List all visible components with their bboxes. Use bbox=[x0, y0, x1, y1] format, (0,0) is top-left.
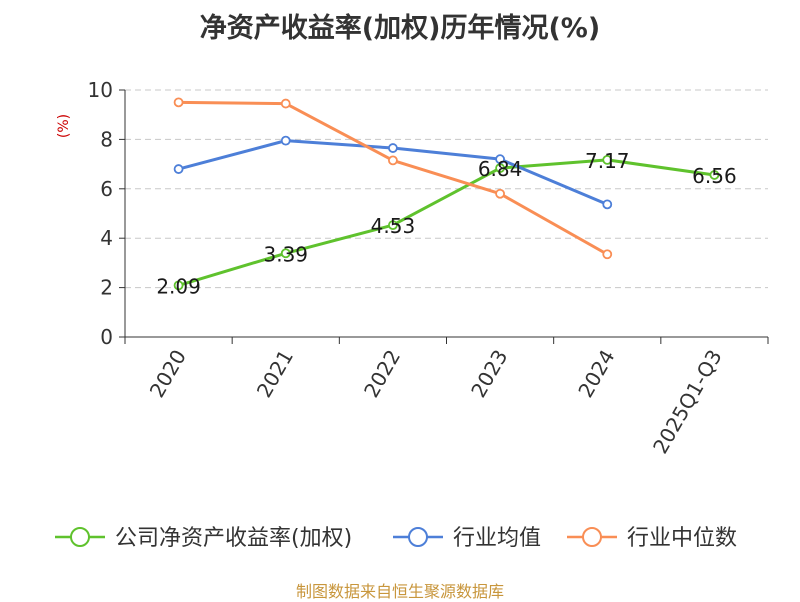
series-layer bbox=[173, 97, 720, 291]
y-axis-label: (%) bbox=[56, 114, 72, 138]
data-point bbox=[709, 170, 720, 180]
data-point bbox=[280, 248, 291, 259]
y-tick-label: 4 bbox=[100, 226, 113, 250]
legend: 公司净资产收益率(加权) 行业均值 行业中位数 bbox=[55, 526, 737, 551]
series-line bbox=[178, 158, 715, 287]
data-point bbox=[388, 155, 398, 166]
legend-label: 公司净资产收益率(加权) bbox=[115, 526, 352, 551]
data-label: 2.09 bbox=[156, 274, 201, 298]
legend-marker bbox=[582, 527, 602, 547]
source-note: 制图数据来自恒生聚源数据库 bbox=[295, 582, 504, 601]
data-point bbox=[495, 154, 505, 165]
y-tick-label: 0 bbox=[100, 325, 113, 349]
data-label: 6.56 bbox=[692, 164, 737, 188]
legend-label: 行业中位数 bbox=[627, 526, 737, 551]
y-tick-label: 8 bbox=[100, 127, 113, 151]
axes: 0 2 4 6 8 10 2020 2021 2022 2023 2024 2025Q1-Q3 (%) bbox=[56, 78, 769, 458]
y-tick-label: 2 bbox=[100, 276, 113, 300]
x-tick-label: 2025Q1-Q3 bbox=[648, 346, 727, 458]
data-point bbox=[173, 280, 184, 291]
data-point bbox=[280, 135, 291, 146]
data-point bbox=[602, 155, 613, 165]
x-tick-label: 2020 bbox=[145, 346, 191, 402]
grid-lines bbox=[125, 89, 768, 289]
legend-marker bbox=[70, 527, 90, 547]
data-point bbox=[280, 98, 291, 109]
data-point bbox=[495, 188, 505, 199]
data-point bbox=[602, 199, 613, 210]
data-labels: 2.09 3.39 4.53 6.84 7.17 6.56 bbox=[156, 149, 736, 298]
data-label: 4.53 bbox=[371, 214, 416, 238]
legend-label: 行业均值 bbox=[453, 526, 541, 551]
x-tick-label: 2021 bbox=[252, 346, 298, 402]
y-tick-label: 6 bbox=[100, 177, 113, 201]
legend-marker bbox=[408, 527, 428, 547]
data-point bbox=[388, 143, 398, 153]
data-point bbox=[173, 97, 184, 108]
data-label: 7.17 bbox=[585, 149, 630, 173]
data-label: 6.84 bbox=[478, 157, 523, 181]
data-label: 3.39 bbox=[263, 242, 308, 266]
x-tick-label: 2024 bbox=[573, 346, 619, 402]
y-tick-label: 10 bbox=[88, 78, 113, 102]
data-point bbox=[602, 249, 613, 260]
data-point bbox=[173, 164, 184, 174]
x-tick-label: 2023 bbox=[466, 346, 512, 402]
data-point bbox=[388, 220, 398, 231]
x-tick-label: 2022 bbox=[359, 346, 405, 402]
chart-title: 净资产收益率(加权)历年情况(%) bbox=[199, 13, 601, 44]
